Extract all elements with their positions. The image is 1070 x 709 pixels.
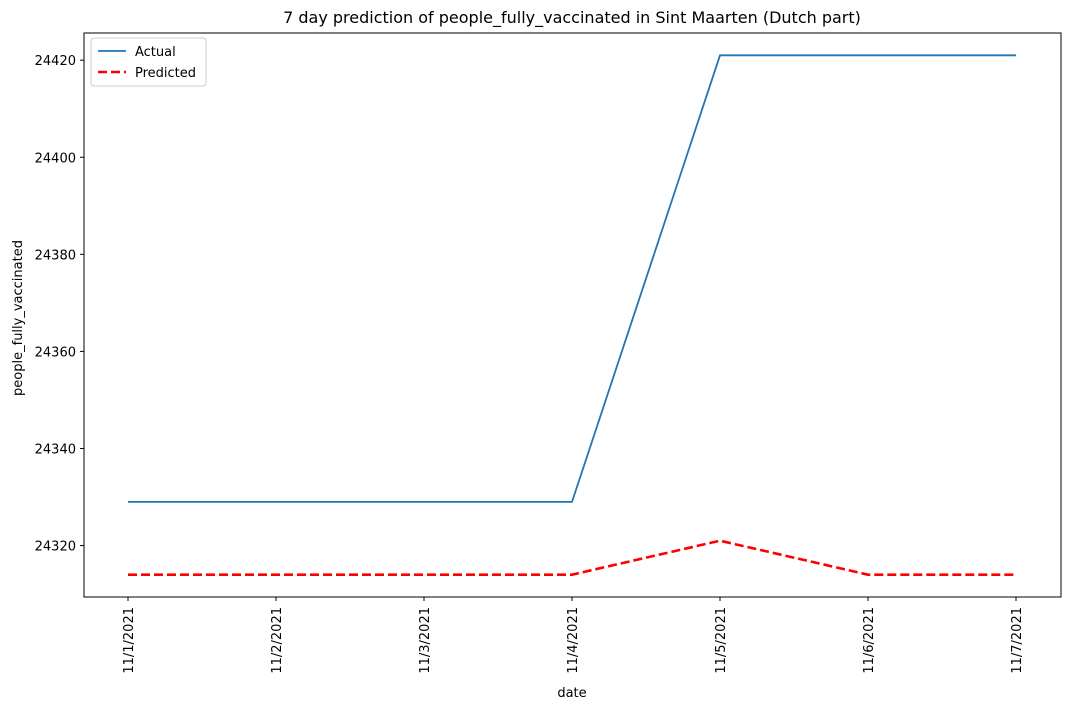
x-tick-label: 11/1/2021 [122, 607, 137, 674]
x-axis-label: date [557, 686, 586, 701]
y-tick-label: 24340 [35, 442, 76, 457]
x-tick-label: 11/5/2021 [714, 607, 729, 674]
legend-label-actual: Actual [135, 45, 176, 60]
x-axis: 11/1/2021 11/2/2021 11/3/2021 11/4/2021 11/5… [122, 597, 1025, 674]
x-tick-label: 11/6/2021 [862, 607, 877, 674]
y-axis-label: people_fully_vaccinated [11, 240, 26, 396]
legend: Actual Predicted [90, 37, 207, 87]
plot-area [83, 32, 1062, 598]
x-tick-label: 11/7/2021 [1010, 607, 1025, 674]
x-tick-label: 11/4/2021 [566, 607, 581, 674]
series-line-predicted [128, 539, 1016, 576]
chart-title: 7 day prediction of people_fully_vaccina… [283, 8, 861, 28]
y-tick-label: 24320 [35, 540, 76, 555]
y-axis: 24320 24340 24360 24380 24400 24420 [35, 54, 84, 555]
y-tick-label: 24420 [35, 54, 76, 69]
series-layer [128, 54, 1016, 576]
y-tick-label: 24360 [35, 345, 76, 360]
series-line-actual [128, 54, 1016, 503]
x-tick-label: 11/3/2021 [418, 607, 433, 674]
y-tick-label: 24380 [35, 248, 76, 263]
legend-box [90, 37, 207, 87]
y-tick-label: 24400 [35, 151, 76, 166]
x-tick-label: 11/2/2021 [270, 607, 285, 674]
legend-label-predicted: Predicted [135, 66, 196, 81]
